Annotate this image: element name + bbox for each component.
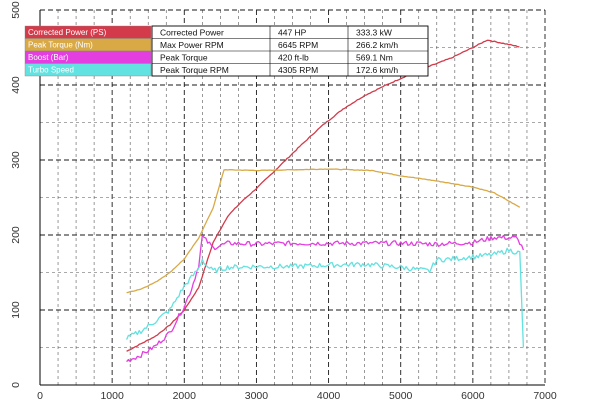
series-line-turbo-speed xyxy=(126,247,525,348)
stats-cell: Corrected Power xyxy=(160,27,224,37)
series-lines xyxy=(126,39,525,363)
legend-label: Turbo Speed xyxy=(28,66,74,75)
stats-cell: Peak Torque RPM xyxy=(160,65,229,75)
y-tick-label: 500 xyxy=(10,1,22,19)
x-tick-label: 1000 xyxy=(100,390,124,402)
x-tick-label: 5000 xyxy=(389,390,413,402)
stats-cell: 447 HP xyxy=(278,27,307,37)
stats-cell: 172.6 km/h xyxy=(356,65,398,75)
stats-cell: Peak Torque xyxy=(160,52,208,62)
y-tick-label: 200 xyxy=(10,226,22,244)
x-tick-label: 3000 xyxy=(245,390,269,402)
x-tick-label: 6000 xyxy=(461,390,485,402)
stats-cell: 6645 RPM xyxy=(278,40,318,50)
x-tick-label: 7000 xyxy=(533,390,557,402)
stats-cell: Max Power RPM xyxy=(160,40,224,50)
y-tick-label: 0 xyxy=(10,382,22,388)
series-line-boost-bar xyxy=(126,234,525,363)
stats-table: Corrected Power 447 HP 333.3 kW Max Power R… xyxy=(151,25,429,77)
legend: Corrected Power (PS) Peak Torque (Nm) Boos… xyxy=(24,25,152,77)
stats-cell: 569.1 Nm xyxy=(356,52,393,62)
y-tick-label: 100 xyxy=(10,301,22,319)
legend-label: Corrected Power (PS) xyxy=(28,28,107,37)
y-tick-label: 400 xyxy=(10,76,22,94)
legend-label: Boost (Bar) xyxy=(28,53,69,62)
legend-label: Peak Torque (Nm) xyxy=(28,41,93,50)
x-tick-label: 0 xyxy=(37,390,43,402)
stats-cell: 420 ft-lb xyxy=(278,52,309,62)
stats-cell: 333.3 kW xyxy=(356,27,392,37)
series-line-corrected-power-ps xyxy=(126,39,520,352)
stats-cell: 266.2 km/h xyxy=(356,40,398,50)
series-line-peak-torque-nm xyxy=(126,168,521,294)
y-tick-label: 300 xyxy=(10,151,22,169)
stats-cell: 4305 RPM xyxy=(278,65,318,75)
x-tick-label: 4000 xyxy=(317,390,341,402)
tick-labels: 0 1000 2000 3000 4000 5000 6000 7000 0 100 200 300 4… xyxy=(10,1,557,402)
legend-swatch xyxy=(24,63,152,77)
x-tick-label: 2000 xyxy=(173,390,197,402)
